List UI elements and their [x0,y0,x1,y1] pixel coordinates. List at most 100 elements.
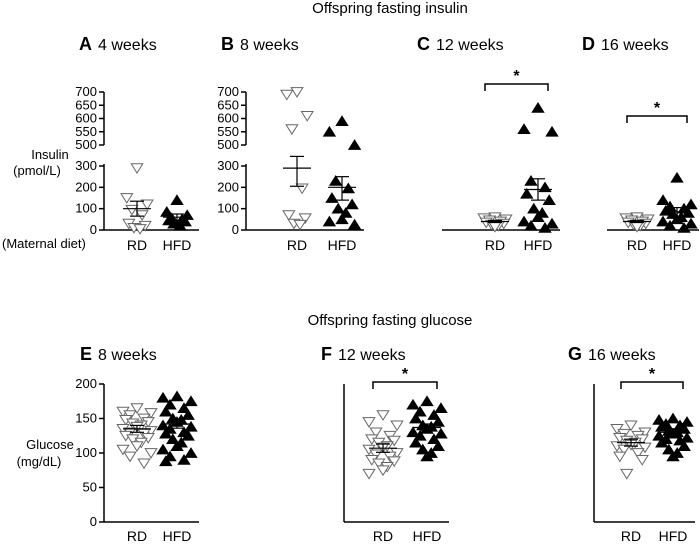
y-tick-label: 50 [83,480,97,495]
glucose-section-title: Offspring fasting glucose [308,312,473,329]
data-point [166,433,180,445]
data-point [409,436,423,448]
data-point [322,125,337,137]
data-point [130,163,144,175]
data-point [620,468,634,480]
data-point [322,215,337,227]
data-point [177,402,191,413]
data-point [280,89,294,101]
x-category-label: RD [627,237,647,253]
data-point [170,194,184,205]
significance-bracket [620,381,684,389]
data-point [300,111,314,122]
panel-e: E 8 weeks 0 50 100 150 200 RD HFD [75,344,199,544]
data-point [617,444,631,456]
significance-star: * [402,366,409,383]
panel-title: 8 weeks [98,347,157,364]
data-point [125,204,139,216]
data-point [335,115,349,126]
data-point [369,427,383,439]
data-point [431,416,445,427]
y-tick-label: 100 [217,201,239,216]
data-point [531,211,545,223]
data-point [677,440,691,451]
data-point [160,205,174,217]
data-point [290,87,304,98]
data-point [670,213,684,225]
significance-star: * [654,100,661,117]
data-point [517,215,531,227]
panel-letter: B [221,34,234,54]
glucose-ylabel-line1: Glucose [26,437,74,452]
data-point [538,221,552,233]
data-point [684,198,698,210]
data-point [298,213,312,225]
data-point [517,123,531,134]
data-point [376,465,390,477]
data-point [133,224,147,235]
data-point [406,398,420,410]
data-point [427,433,441,445]
data-point [362,468,376,480]
data-point [135,210,149,221]
x-category-label: RD [287,237,307,253]
y-tick-label: 550 [217,124,239,139]
data-point [156,391,170,403]
y-tick-label: 0 [232,222,239,237]
panel-title: 16 weeks [588,347,656,364]
panel-letter: F [321,344,332,364]
insulin-ylabel-line1: Insulin [31,147,69,162]
data-point [163,398,177,410]
y-tick-label: 600 [217,111,239,126]
y-tick-label: 700 [75,84,97,99]
data-point [181,409,195,420]
data-point [335,213,349,225]
data-point [524,175,538,186]
panel-letter: G [568,344,582,364]
x-category-label: HFD [413,528,442,544]
data-point [434,427,448,439]
data-point [666,412,680,424]
x-category-label: HFD [659,528,688,544]
data-point [347,218,362,230]
x-category-label: HFD [663,237,692,253]
x-category-label: HFD [163,528,192,544]
data-point [684,217,698,229]
panel-d: D 16 weeks RD HFD * [582,34,699,253]
data-point [670,171,684,183]
data-point [159,455,173,467]
data-point [341,182,356,194]
x-category-label: HFD [524,237,553,253]
data-point [545,125,559,137]
data-point [659,204,673,216]
significance-bracket [372,381,438,389]
panel-letter: E [80,344,92,364]
data-point [347,139,362,150]
data-point [542,194,556,205]
y-tick-label: 500 [217,137,239,152]
data-point [662,443,676,455]
data-point [427,409,441,420]
data-point [663,219,677,231]
x-category-label: HFD [328,237,357,253]
y-tick-label: 650 [217,97,239,112]
data-point [420,450,434,462]
data-point [140,199,154,211]
x-category-label: RD [485,237,505,253]
significance-star: * [649,366,656,383]
data-point [666,450,680,462]
y-tick-label: 100 [75,445,97,460]
data-point [524,219,538,231]
data-point [656,194,670,205]
data-point [680,431,694,443]
data-point [545,217,559,229]
data-point [328,175,343,186]
x-category-label: RD [127,528,147,544]
data-point [613,451,627,463]
data-point [520,187,534,199]
y-tick-label: 0 [90,222,97,237]
data-point [123,451,137,463]
data-point [184,420,198,432]
